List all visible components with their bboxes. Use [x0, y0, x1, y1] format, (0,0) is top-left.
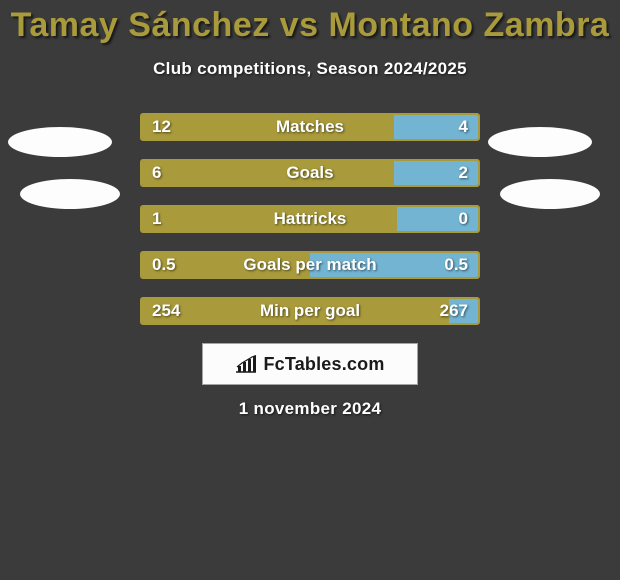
date-text: 1 november 2024: [0, 399, 620, 419]
stat-row-min-per-goal: 254 267 Min per goal: [140, 297, 480, 325]
bar-left: [142, 161, 394, 185]
stat-value-left: 6: [152, 163, 161, 183]
stat-row-goals: 6 2 Goals: [140, 159, 480, 187]
stat-label: Hattricks: [274, 209, 347, 229]
stat-value-right: 4: [459, 117, 468, 137]
stat-value-right: 0: [459, 209, 468, 229]
stat-row-matches: 12 4 Matches: [140, 113, 480, 141]
stat-value-left: 12: [152, 117, 171, 137]
bar-chart-icon: [235, 355, 257, 373]
stat-value-left: 1: [152, 209, 161, 229]
stat-label: Goals per match: [243, 255, 376, 275]
stat-row-hattricks: 1 0 Hattricks: [140, 205, 480, 233]
bar-left: [142, 207, 397, 231]
bar-left: [142, 115, 394, 139]
stat-value-left: 0.5: [152, 255, 176, 275]
avatar-right-0: [488, 127, 592, 157]
logo-box: FcTables.com: [202, 343, 418, 385]
stat-value-left: 254: [152, 301, 180, 321]
avatar-left-0: [8, 127, 112, 157]
stats-area: 12 4 Matches 6 2 Goals 1 0 Hattricks 0.5 0.5 Goals …: [0, 113, 620, 325]
stat-value-right: 0.5: [444, 255, 468, 275]
stat-value-right: 2: [459, 163, 468, 183]
stat-label: Min per goal: [260, 301, 360, 321]
stat-label: Goals: [286, 163, 333, 183]
logo-text: FcTables.com: [263, 354, 384, 375]
subtitle: Club competitions, Season 2024/2025: [0, 59, 620, 79]
stat-label: Matches: [276, 117, 344, 137]
page-title: Tamay Sánchez vs Montano Zambra: [0, 0, 620, 45]
stat-row-goals-per-match: 0.5 0.5 Goals per match: [140, 251, 480, 279]
avatar-left-1: [20, 179, 120, 209]
stat-value-right: 267: [440, 301, 468, 321]
avatar-right-1: [500, 179, 600, 209]
